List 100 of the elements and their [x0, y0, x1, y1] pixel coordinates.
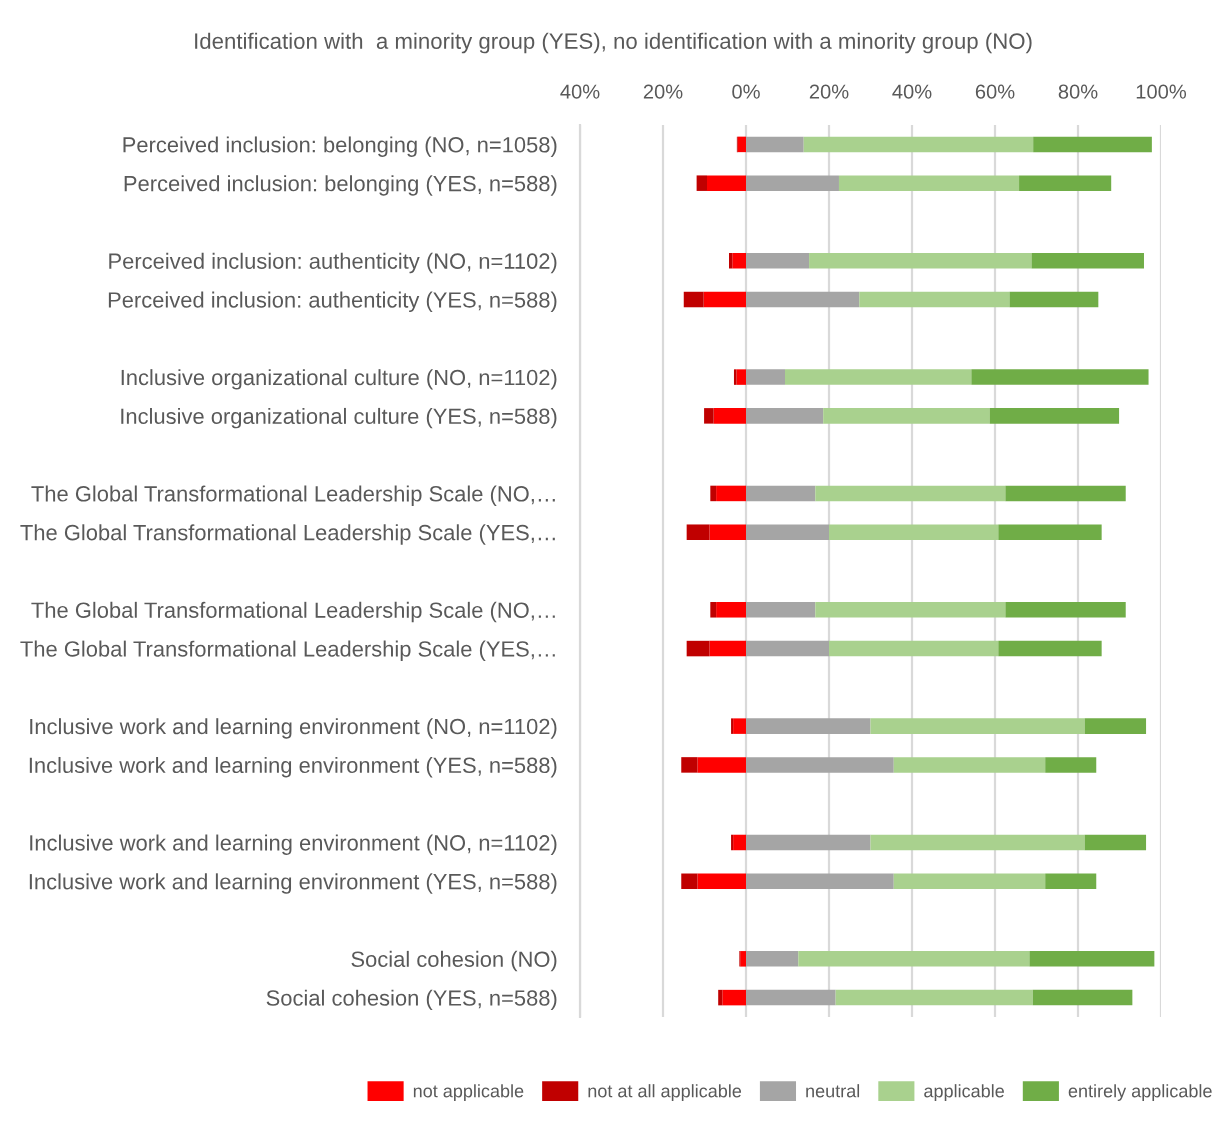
bar [746, 873, 894, 890]
y-tick-label: Perceived inclusion: belonging (YES, n=588) [124, 175, 557, 196]
y-tick-label: The Global Transformational Leadership Scale (YES,… [20, 524, 555, 545]
bar [746, 834, 871, 851]
bar [809, 252, 1032, 269]
bar [732, 252, 746, 269]
y-tick-label: Inclusive organizational culture (YES, n=588) [121, 407, 557, 429]
y-tick-label: Social cohesion (YES, n=588) [266, 989, 557, 1011]
legend-label: not at all applicable [588, 1084, 742, 1101]
bar [815, 485, 1006, 502]
bar [681, 757, 698, 773]
bar [716, 485, 746, 502]
bar [746, 951, 799, 967]
y-tick-label: Social cohesion (NO) [351, 950, 557, 972]
legend-label: entirely applicable [1068, 1084, 1212, 1101]
bar [696, 175, 707, 191]
bar [893, 757, 1046, 773]
bar [998, 524, 1102, 540]
bar [893, 873, 1046, 890]
y-tick-label: The Global Transformational Leadership Scale (NO,… [31, 485, 555, 506]
bar [746, 524, 829, 540]
y-tick-label: Inclusive work and learning environment (YES, n=588) [29, 873, 557, 894]
bar [838, 175, 1020, 191]
legend-label: not applicable [413, 1084, 524, 1101]
x-tick-label: 40% [892, 84, 932, 99]
bar [697, 873, 746, 890]
legend-label: applicable [924, 1084, 1004, 1101]
y-tick-label: Inclusive work and learning environment (NO, n=1102) [30, 718, 557, 739]
x-tick-label: 0% [732, 84, 760, 99]
bar [1009, 291, 1099, 308]
bar [697, 757, 746, 773]
bar [829, 524, 999, 540]
bar [686, 640, 710, 657]
bar [803, 136, 1034, 153]
y-tick-label: Inclusive organizational culture (NO, n=1102) [121, 369, 557, 390]
bar [733, 834, 746, 851]
bar [746, 408, 824, 424]
bar [746, 369, 786, 385]
bar [870, 834, 1085, 851]
x-tick-label: 40% [560, 84, 600, 99]
bar [746, 485, 816, 502]
bar [731, 834, 734, 851]
bar [989, 408, 1120, 424]
x-tick-label: 100% [1136, 84, 1187, 99]
bar [1032, 989, 1133, 1006]
bar [1045, 873, 1097, 890]
bar [683, 291, 704, 308]
x-tick-label: 80% [1058, 84, 1098, 99]
chart-title: Identification with a minority group (YES), no identification with a minority group (NO) [195, 32, 1032, 54]
bar [1029, 951, 1155, 967]
bar [713, 408, 746, 424]
bar [1019, 175, 1112, 191]
bar [1005, 485, 1126, 502]
bar [823, 408, 990, 424]
bar [870, 718, 1085, 734]
legend-label: neutral [806, 1084, 860, 1098]
bar [1045, 757, 1097, 773]
y-tick-label: Inclusive work and learning environment (NO, n=1102) [30, 834, 557, 855]
bar [746, 718, 871, 734]
bar [746, 252, 810, 269]
bar [746, 602, 816, 618]
y-tick-label: Inclusive work and learning environment (YES, n=588) [29, 756, 557, 778]
bar [716, 602, 746, 618]
bar [733, 718, 746, 734]
bar [718, 989, 723, 1006]
x-tick-label: 60% [975, 84, 1015, 99]
bar [971, 369, 1149, 385]
bar [798, 951, 1030, 967]
y-tick-label: Perceived inclusion: belonging (NO, n=1058) [123, 136, 557, 157]
bar [706, 175, 746, 191]
bar [746, 136, 804, 153]
bar [686, 524, 710, 540]
bar [785, 369, 972, 385]
bar [736, 369, 746, 385]
bar [737, 136, 746, 153]
bar [710, 602, 717, 618]
bar [835, 989, 1033, 1006]
bar [998, 640, 1102, 657]
bar [1084, 718, 1147, 734]
y-tick-label: The Global Transformational Leadership Scale (YES,… [20, 640, 555, 662]
bar [722, 989, 746, 1006]
bar [710, 485, 717, 502]
x-tick-label: 20% [643, 84, 683, 99]
bar [1084, 834, 1147, 851]
bar [746, 175, 839, 191]
bar [1031, 252, 1144, 269]
bar [703, 291, 746, 308]
bar [731, 718, 734, 734]
bar [1005, 602, 1126, 618]
bar [746, 640, 829, 657]
bar [681, 873, 698, 890]
bar [709, 640, 746, 657]
bar [1033, 136, 1152, 153]
bar [709, 524, 746, 540]
bar [704, 408, 714, 424]
y-tick-label: Perceived inclusion: authenticity (YES, n=588) [108, 291, 557, 313]
bar [740, 951, 746, 967]
x-tick-label: 20% [809, 84, 849, 99]
bar [859, 291, 1010, 308]
bar [746, 989, 836, 1006]
